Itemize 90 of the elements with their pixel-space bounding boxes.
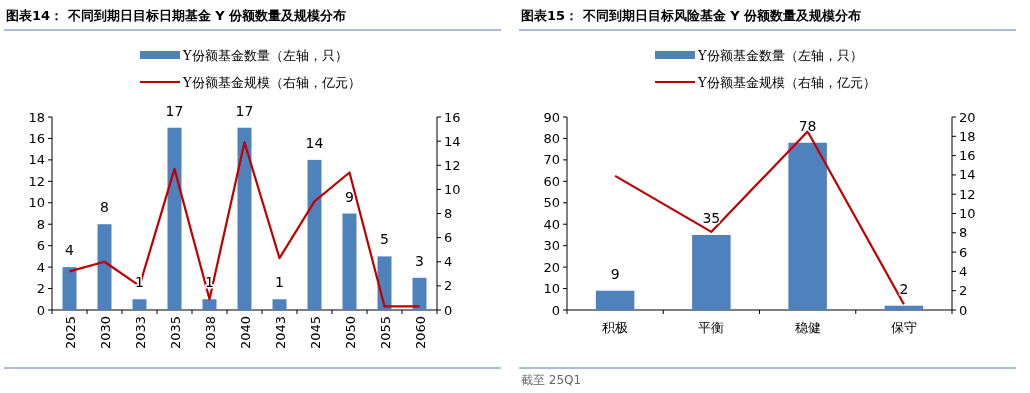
data-label: 4 [65, 242, 75, 259]
bar [97, 224, 112, 310]
y2-tick-label: 4 [959, 263, 968, 279]
y2-tick-label: 12 [444, 157, 461, 173]
y2-tick-label: 0 [444, 302, 453, 318]
legend-label: Y份额基金规模（右轴，亿元） [697, 75, 876, 90]
y2-tick-label: 4 [444, 254, 453, 270]
y-tick-label: 4 [36, 259, 45, 275]
y2-tick-label: 0 [959, 302, 968, 318]
y2-tick-label: 2 [444, 278, 453, 294]
y-tick-label: 14 [28, 152, 45, 168]
bar [412, 277, 427, 310]
x-tick-label: 2055 [377, 316, 393, 350]
chart-title: 图表14： 不同到期日目标日期基金 Y 份额数量及规模分布 [6, 8, 347, 23]
y-tick-label: 0 [551, 302, 560, 318]
y2-tick-label: 20 [959, 109, 976, 125]
data-label: 9 [345, 188, 354, 205]
data-label: 2 [899, 280, 909, 297]
y-tick-label: 40 [543, 216, 560, 232]
data-label: 1 [205, 274, 214, 291]
chart-title: 图表15： 不同到期日目标风险基金 Y 份额数量及规模分布 [521, 8, 862, 23]
data-label: 35 [702, 209, 721, 226]
bar [272, 299, 287, 310]
x-tick-label: 平衡 [698, 320, 725, 335]
y-tick-label: 18 [28, 109, 45, 125]
x-tick-label: 2035 [167, 316, 183, 350]
data-label: 17 [165, 102, 184, 119]
y-tick-label: 8 [36, 216, 45, 232]
bar [884, 305, 924, 310]
bar [62, 267, 77, 310]
data-label: 8 [100, 199, 109, 216]
data-label: 1 [275, 274, 284, 291]
x-tick-label: 2045 [307, 316, 323, 350]
bar [595, 290, 635, 310]
data-label: 78 [798, 117, 817, 134]
x-tick-label: 2025 [62, 316, 78, 350]
y-tick-label: 0 [36, 302, 45, 318]
bar [202, 299, 217, 310]
x-tick-label: 稳健 [794, 320, 821, 335]
data-label: 9 [610, 265, 620, 282]
x-tick-label: 2038 [202, 316, 218, 350]
y2-tick-label: 8 [444, 206, 453, 221]
y-tick-label: 80 [543, 130, 560, 146]
y-tick-label: 60 [543, 173, 560, 189]
bar [132, 299, 147, 310]
x-tick-label: 2033 [132, 316, 148, 350]
bar [167, 127, 182, 310]
y-tick-label: 10 [28, 195, 45, 211]
text: 截至 25Q1 [521, 373, 582, 387]
x-tick-label: 积极 [602, 320, 629, 335]
y-tick-label: 90 [543, 109, 560, 125]
y-tick-label: 12 [28, 173, 45, 189]
y2-tick-label: 12 [959, 186, 976, 202]
legend-label: Y份额基金规模（右轴，亿元） [182, 75, 361, 90]
x-tick-label: 2043 [272, 316, 288, 350]
y-tick-label: 6 [36, 238, 45, 254]
y-tick-label: 50 [543, 195, 560, 211]
bar [692, 234, 731, 310]
y-tick-label: 20 [543, 259, 560, 275]
y-tick-label: 16 [28, 130, 45, 146]
y2-tick-label: 8 [959, 225, 968, 241]
y2-tick-label: 14 [444, 133, 461, 149]
bar [342, 213, 357, 310]
data-label: 5 [380, 231, 389, 248]
bar [788, 142, 827, 310]
y2-tick-label: 2 [959, 283, 968, 299]
x-tick-label: 保守 [890, 320, 917, 335]
y2-tick-label: 6 [959, 244, 968, 260]
x-tick-label: 2030 [97, 316, 113, 350]
y2-tick-label: 14 [959, 167, 976, 183]
data-label: 3 [415, 252, 424, 269]
x-tick-label: 2060 [412, 316, 428, 350]
legend-label: Y份额基金数量（左轴，只） [697, 48, 863, 63]
y2-tick-label: 10 [444, 181, 461, 197]
x-tick-label: 2040 [237, 316, 253, 350]
x-tick-label: 2050 [342, 316, 358, 350]
legend-label: Y份额基金数量（左轴，只） [182, 48, 348, 63]
data-label: 17 [235, 102, 254, 119]
y-tick-label: 70 [543, 152, 560, 168]
y2-tick-label: 18 [959, 128, 976, 144]
data-label: 14 [305, 134, 324, 151]
y2-tick-label: 16 [444, 109, 461, 125]
y2-tick-label: 6 [444, 230, 453, 246]
y-tick-label: 30 [543, 238, 560, 254]
y-tick-label: 2 [36, 281, 45, 297]
bar [307, 159, 322, 310]
y-tick-label: 10 [543, 281, 560, 297]
y2-tick-label: 10 [959, 206, 976, 221]
y2-tick-label: 16 [959, 148, 976, 164]
bar [237, 127, 252, 310]
